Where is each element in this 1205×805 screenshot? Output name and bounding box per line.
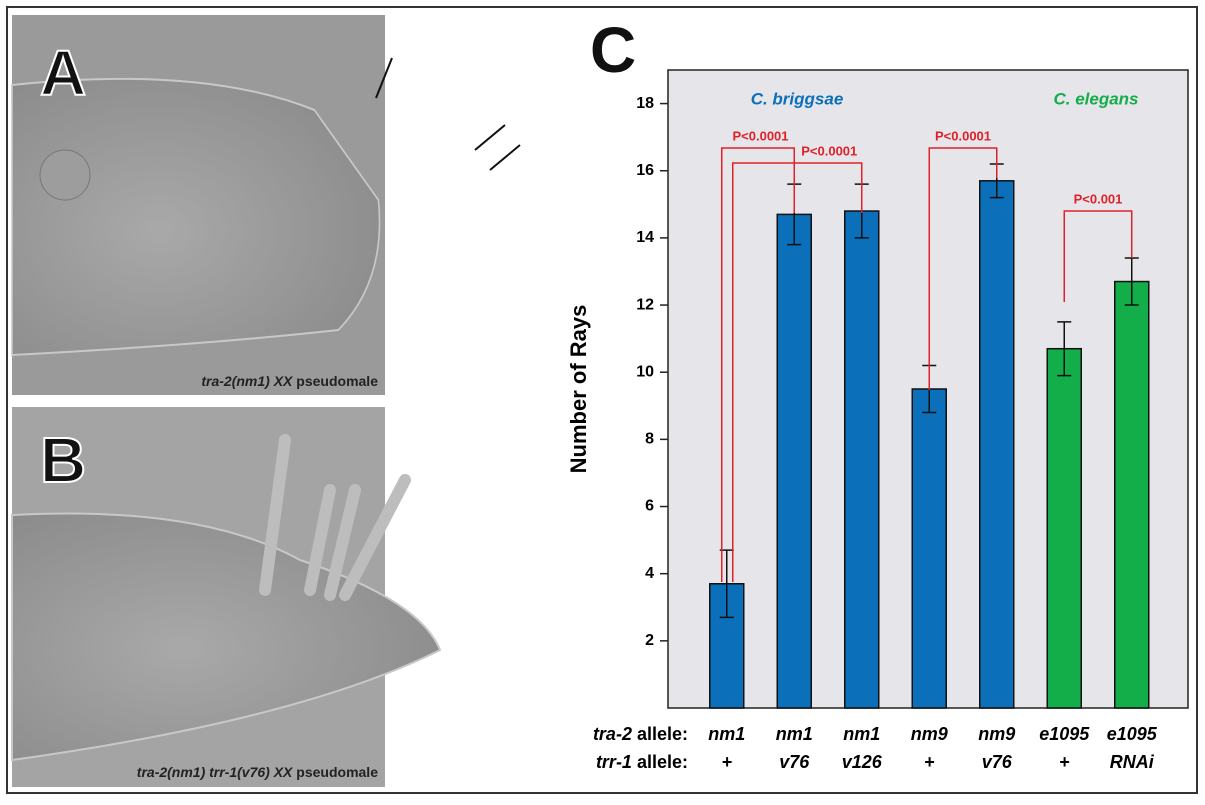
frame: [6, 6, 1198, 794]
error-bar: [1057, 321, 1072, 377]
row-label: tra-2 allele:: [593, 724, 688, 744]
x-tick-label-2: +: [924, 752, 935, 772]
group-label: C. elegans: [1053, 89, 1138, 108]
x-tick-label-2: RNAi: [1110, 752, 1155, 772]
x-tick-label: nm1: [843, 724, 880, 744]
y-tick-label: 12: [636, 296, 654, 313]
panel-a: A tra-2(nm1) XX pseudomale: [11, 15, 521, 395]
x-tick-label: nm1: [708, 724, 745, 744]
caption: tra-2(nm1) trr-1(v76) XX pseudomale: [137, 764, 378, 780]
suffix: allele:: [637, 724, 688, 744]
bar: [776, 213, 812, 709]
rays: [259, 434, 411, 601]
p-value: P<0.0001: [732, 128, 788, 143]
p-value: P<0.001: [1074, 191, 1123, 206]
y-tick-label: 14: [636, 229, 654, 246]
caption-text: pseudomale: [296, 373, 378, 389]
x-tick-label-2: +: [1059, 752, 1070, 772]
x-tick-label: e1095: [1039, 724, 1090, 744]
suffix: allele:: [637, 752, 688, 772]
y-axis-label: Number of Rays: [566, 305, 591, 474]
y-tick-label: 8: [645, 431, 654, 448]
bar: [844, 210, 880, 709]
significance-bracket: [721, 147, 795, 582]
x-tick-label-2: v126: [842, 752, 883, 772]
caption: tra-2(nm1) XX pseudomale: [201, 373, 378, 389]
panel-letter: B: [40, 424, 86, 496]
arrows: [375, 57, 521, 171]
group-label: C. briggsae: [751, 89, 844, 108]
caption-gene: tra-2(nm1) XX: [201, 373, 294, 389]
gene: tra-2: [593, 724, 632, 744]
y-tick-label: 16: [636, 162, 654, 179]
row-label: trr-1 allele:: [596, 752, 688, 772]
x-tick-label: nm1: [776, 724, 813, 744]
y-tick-label: 10: [636, 363, 654, 380]
significance-bracket: [1063, 210, 1133, 302]
y-tick-label: 4: [645, 565, 654, 582]
x-tick-label-2: +: [721, 752, 732, 772]
x-tick-label: nm9: [978, 724, 1015, 744]
x-tick-label: e1095: [1107, 724, 1158, 744]
significance-bracket: [928, 147, 998, 390]
bar: [979, 180, 1015, 709]
gene: trr-1: [596, 752, 632, 772]
panel-letter: C: [590, 14, 636, 86]
error-bar: [1124, 257, 1139, 306]
y-tick-label: 6: [645, 498, 654, 515]
bar: [1114, 280, 1150, 709]
significance-bracket: [732, 162, 863, 582]
p-value: P<0.0001: [801, 143, 857, 158]
bar: [911, 388, 947, 709]
p-value: P<0.0001: [935, 128, 991, 143]
x-tick-label: nm9: [911, 724, 948, 744]
worm-body: [11, 77, 381, 357]
bar: [1046, 347, 1082, 709]
caption-text: pseudomale: [296, 764, 378, 780]
x-tick-label-2: v76: [779, 752, 810, 772]
panel-b: B tra-2(nm1) trr-1(v76) XX pseudomale: [11, 407, 442, 787]
panel-letter: A: [40, 37, 86, 109]
x-tick-label-2: v76: [982, 752, 1013, 772]
y-tick-label: 18: [636, 95, 654, 112]
cell: [39, 149, 91, 201]
y-tick-label: 2: [645, 632, 654, 649]
caption-gene: tra-2(nm1) trr-1(v76) XX: [137, 764, 294, 780]
